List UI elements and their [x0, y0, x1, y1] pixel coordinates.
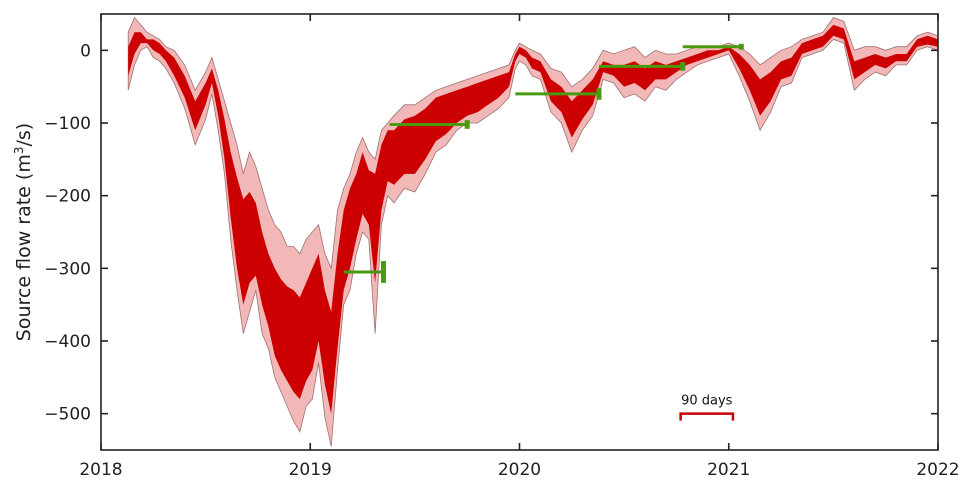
y-tick-label: 0	[80, 41, 91, 61]
scale-bar-label: 90 days	[681, 394, 733, 409]
y-tick-label: −500	[44, 405, 91, 425]
mean-segments	[343, 43, 744, 283]
axes: 2018 2019 2020 2021 2022 −500 −400 −300 −200 −10…	[12, 13, 960, 480]
scale-bar: 90 days	[679, 394, 735, 421]
x-tick-label: 2021	[707, 460, 750, 480]
x-tick-label: 2020	[498, 460, 541, 480]
y-axis-label-sup: 3	[12, 147, 26, 155]
y-axis-ticks: −500 −400 −300 −200 −100 0	[44, 41, 938, 425]
x-tick-label: 2022	[916, 460, 959, 480]
x-tick-label: 2018	[79, 460, 122, 480]
x-tick-label: 2019	[289, 460, 332, 480]
plot-area: 90 days	[127, 16, 939, 447]
y-axis-label-text: Source flow rate (m	[13, 154, 35, 341]
x-axis-ticks: 2018 2019 2020 2021 2022	[79, 14, 960, 480]
inner-uncertainty-band	[128, 24, 938, 414]
y-tick-label: −400	[44, 332, 91, 352]
y-tick-label: −100	[44, 114, 91, 134]
y-tick-label: −200	[44, 187, 91, 207]
scale-bar-bracket	[679, 412, 735, 421]
y-tick-label: −300	[44, 259, 91, 279]
axes-frame	[100, 13, 939, 451]
y-axis-label: Source flow rate (m3/s)	[12, 123, 35, 341]
y-axis-label-end: /s)	[13, 123, 35, 147]
